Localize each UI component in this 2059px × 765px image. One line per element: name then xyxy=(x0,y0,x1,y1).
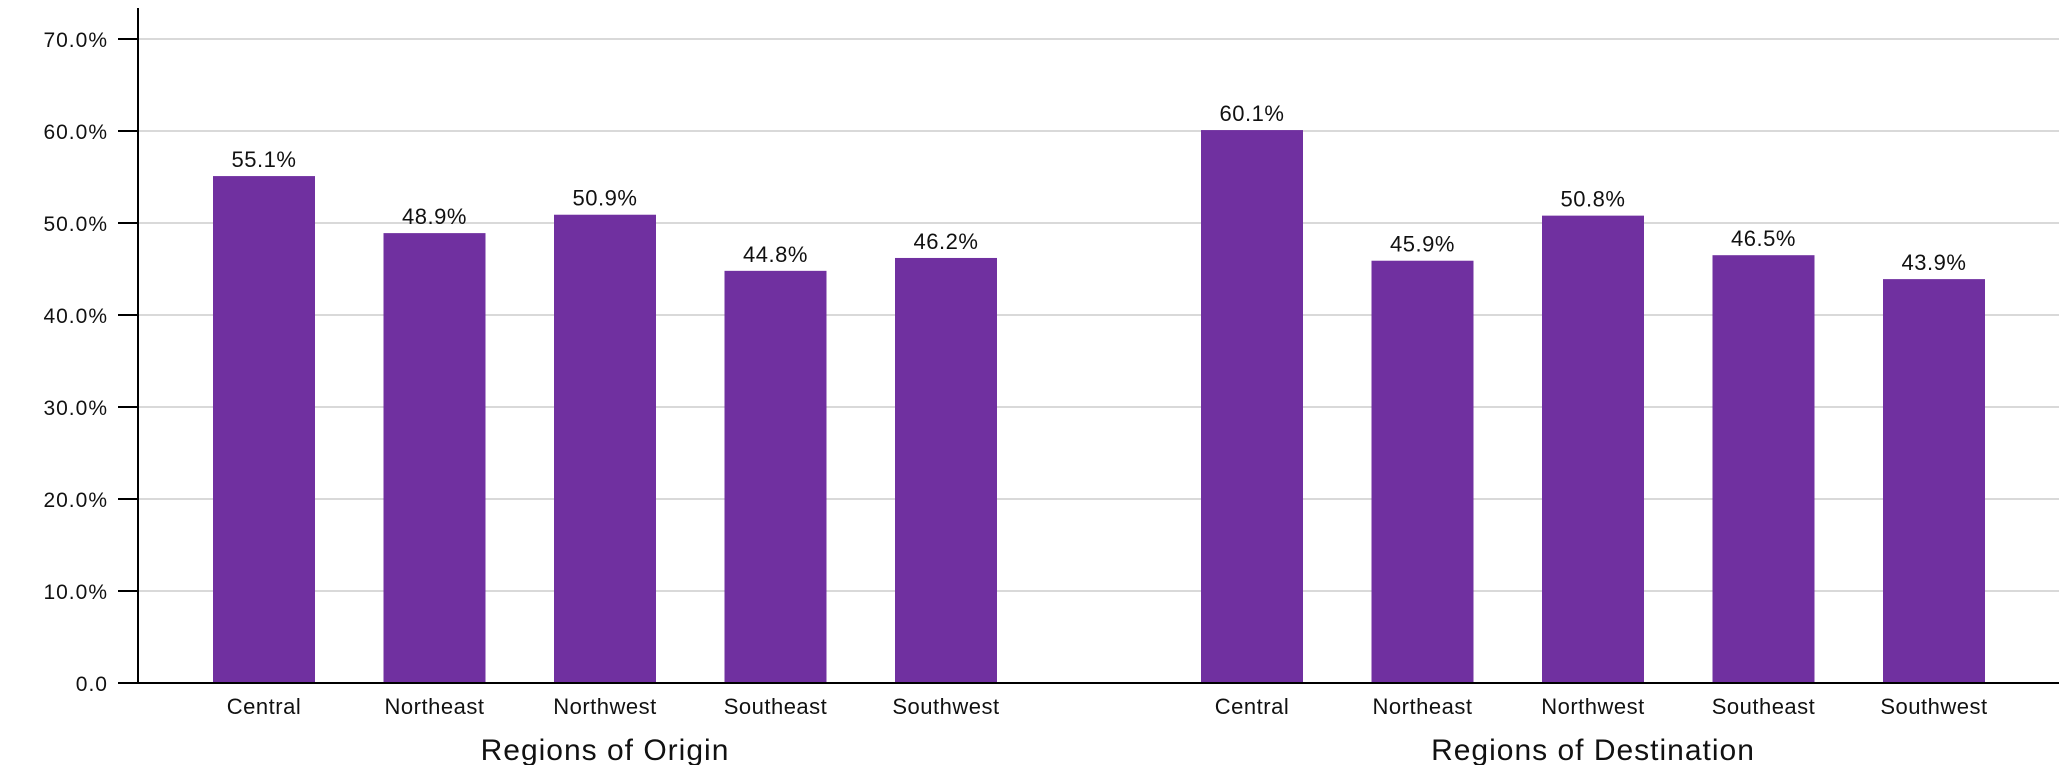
data-label: 43.9% xyxy=(1902,250,1967,275)
bar xyxy=(554,214,656,683)
category-label: Central xyxy=(227,694,301,719)
y-tick-label: 10.0% xyxy=(43,581,108,604)
category-label: Northeast xyxy=(1373,694,1473,719)
category-label: Northeast xyxy=(385,694,485,719)
category-label: Northwest xyxy=(1541,694,1645,719)
category-label: Northwest xyxy=(553,694,657,719)
bar xyxy=(1371,260,1474,683)
labels: 0.0 10.0% 20.0% 30.0% 40.0% 50.0% 60.0% 70.0% 55… xyxy=(43,29,1987,765)
category-label: Southeast xyxy=(724,694,828,719)
bar xyxy=(1542,215,1644,683)
bar xyxy=(895,257,997,683)
data-label: 44.8% xyxy=(743,242,808,267)
bar xyxy=(724,270,827,683)
category-label: Southwest xyxy=(1880,694,1987,719)
bar xyxy=(1712,255,1815,683)
data-label: 50.8% xyxy=(1561,187,1626,212)
group-title: Regions of Destination xyxy=(1431,734,1755,765)
bars xyxy=(213,130,1985,683)
category-label: Southeast xyxy=(1712,694,1816,719)
y-tick-label: 30.0% xyxy=(43,397,108,420)
y-tick-label: 70.0% xyxy=(43,29,108,52)
data-label: 55.1% xyxy=(232,147,297,172)
y-tick-label: 40.0% xyxy=(43,305,108,328)
data-label: 46.2% xyxy=(914,229,979,254)
category-label: Central xyxy=(1215,694,1289,719)
axes xyxy=(118,8,2059,684)
y-tick-label: 0.0 xyxy=(76,673,108,696)
data-label: 45.9% xyxy=(1390,232,1455,257)
y-tick-label: 50.0% xyxy=(43,213,108,236)
category-label: Southwest xyxy=(892,694,999,719)
bar xyxy=(213,176,315,683)
y-tick-label: 20.0% xyxy=(43,489,108,512)
bar xyxy=(1201,130,1303,683)
data-label: 46.5% xyxy=(1731,226,1796,251)
data-label: 48.9% xyxy=(402,204,467,229)
data-label: 60.1% xyxy=(1220,101,1285,126)
bar xyxy=(1883,279,1985,683)
bar xyxy=(383,233,486,683)
y-tick-label: 60.0% xyxy=(43,121,108,144)
group-title: Regions of Origin xyxy=(481,734,730,765)
data-label: 50.9% xyxy=(573,186,638,211)
